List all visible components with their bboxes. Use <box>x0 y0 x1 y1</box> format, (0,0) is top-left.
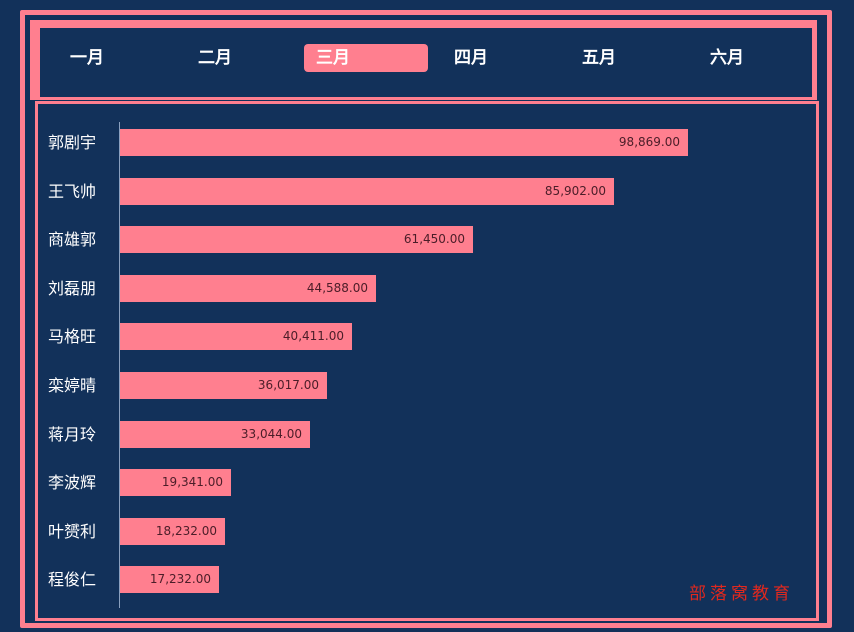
bar: 61,450.00 <box>120 226 473 254</box>
bar: 85,902.00 <box>120 177 614 205</box>
bar: 33,044.00 <box>120 420 310 448</box>
category-label: 叶赟利 <box>48 521 97 541</box>
category-label: 李波辉 <box>48 473 97 493</box>
bar: 40,411.00 <box>120 323 352 351</box>
bar: 18,232.00 <box>120 517 225 545</box>
bar-value-label: 36,017.00 <box>257 378 319 392</box>
watermark-text: 部落窝教育 <box>689 584 794 604</box>
tab-march[interactable]: 三月 <box>304 44 428 72</box>
bar-value-label: 98,869.00 <box>618 135 680 149</box>
bar-value-label: 44,588.00 <box>306 280 368 295</box>
bar-value-label: 19,341.00 <box>161 475 223 490</box>
bar-value-label: 18,232.00 <box>155 523 217 538</box>
bar-value-label: 85,902.00 <box>544 183 606 198</box>
category-label: 商雄郭 <box>48 230 97 250</box>
category-label: 程俊仁 <box>48 570 97 590</box>
bar: 17,232.00 <box>120 566 219 594</box>
category-label: 王飞帅 <box>48 181 97 201</box>
bar-value-label: 40,411.00 <box>282 329 344 344</box>
bar: 19,341.00 <box>120 469 231 497</box>
category-label: 马格旺 <box>48 327 97 347</box>
tab-may[interactable]: 五月 <box>582 48 616 68</box>
category-label: 蒋月玲 <box>48 424 97 444</box>
category-label: 栾婷晴 <box>48 376 97 395</box>
category-label: 郭剧宇 <box>48 133 97 152</box>
bar: 36,017.00 <box>120 372 327 399</box>
tab-february[interactable]: 二月 <box>198 48 232 68</box>
bar-value-label: 33,044.00 <box>240 426 302 441</box>
tab-april[interactable]: 四月 <box>454 48 488 68</box>
bar: 44,588.00 <box>120 274 376 302</box>
tab-june[interactable]: 六月 <box>710 48 744 68</box>
bar-value-label: 61,450.00 <box>403 232 465 247</box>
bar: 98,869.00 <box>120 129 688 156</box>
bar-chart-panel: 郭剧宇 98,869.00 王飞帅 85,902.00 商雄郭 61,450.00 刘磊朋 4… <box>35 101 819 621</box>
y-axis-line <box>119 122 120 608</box>
bar-value-label: 17,232.00 <box>149 572 211 587</box>
category-label: 刘磊朋 <box>48 278 97 298</box>
tab-january[interactable]: 一月 <box>70 48 104 68</box>
month-tab-bar: 一月 二月 三月 四月 五月 六月 <box>30 20 817 100</box>
dashboard-frame: 一月 二月 三月 四月 五月 六月 郭剧宇 98,869.00 王飞帅 85,902.… <box>20 10 832 628</box>
